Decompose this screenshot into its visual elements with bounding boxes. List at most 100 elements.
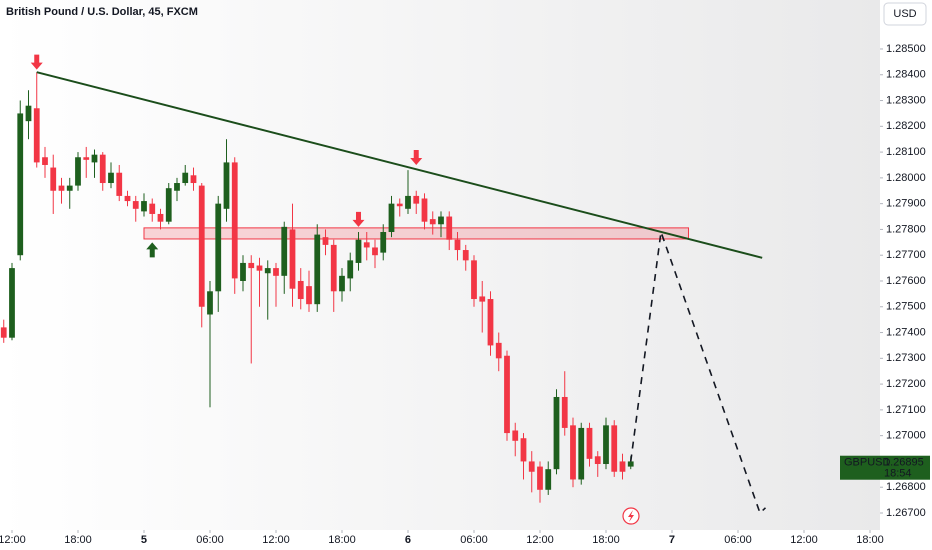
candle-body [594,456,601,465]
plot-background [0,0,880,530]
candle-body [116,172,123,196]
candle-body [619,461,626,472]
x-tick-label: 12:00 [262,534,290,546]
x-tick-label: 6 [405,534,411,546]
candle-body [545,469,552,490]
down-arrow [410,149,423,165]
candle-body [339,275,345,292]
y-tick-label: 1.28100 [886,146,926,158]
candle-body [471,260,477,300]
candle-body [429,219,436,225]
candle-body [223,162,230,209]
candle-body [66,185,73,191]
candle-body [174,183,180,191]
candle-body [347,260,354,279]
y-tick-label: 1.27100 [886,404,926,416]
x-tick-label: 18:00 [856,534,884,546]
candle-body [50,167,57,191]
candle-body [256,265,263,271]
candle-body [42,157,48,165]
candle-body [504,355,510,434]
up-arrow [146,242,159,258]
y-tick-label: 1.28200 [886,120,926,132]
y-tick-label: 1.27800 [886,223,926,235]
candle-body [396,203,403,207]
y-tick-label: 1.28000 [886,172,926,184]
candle-body [306,286,312,305]
y-tick-label: 1.28400 [886,69,926,81]
x-tick-label: 12:00 [526,534,554,546]
candle-body [479,296,486,302]
price-label-price: 1.26895 [884,457,924,469]
chart-title: British Pound / U.S. Dollar, 45, FXCM [6,6,198,18]
candle-body [495,342,502,359]
candle-body [388,203,395,233]
candle-body [611,425,618,472]
candle-body [124,195,131,202]
x-tick-label: 18:00 [592,534,620,546]
candle-body [487,299,494,346]
candle-body [240,262,246,281]
candle-body [570,425,576,480]
candle-body [578,427,585,480]
y-tick-label: 1.26700 [886,507,926,519]
candle-body [322,237,329,245]
candle-body [165,188,172,222]
x-tick-label: 7 [669,534,675,546]
x-tick-label: 06:00 [196,534,224,546]
x-tick-label: 06:00 [724,534,752,546]
currency-button[interactable] [883,2,927,26]
candle-body [314,234,321,305]
candle-body [553,396,560,470]
time-axis [0,530,880,550]
candle-body [75,157,81,186]
currency-label: USD [893,8,916,20]
candle-body [405,195,411,209]
candle-body [157,213,164,222]
candle-body [25,105,32,122]
trendline [36,71,763,259]
candle-body [380,232,387,253]
candle-body [421,198,428,222]
x-tick-label: 5 [141,534,147,546]
candle-body [83,157,90,160]
y-tick-label: 1.27300 [886,352,926,364]
y-tick-label: 1.27500 [886,301,926,313]
candle-body [33,108,40,163]
candle-body [207,291,213,315]
candle-body [9,268,15,338]
candle-body [182,172,189,184]
marks [0,54,767,515]
price-label-symbol: GBPUSD [844,457,891,469]
candle-body [91,154,98,163]
candle-body [190,175,197,184]
candle-body [198,185,205,307]
candle-body [561,396,568,428]
zone [143,227,689,240]
x-tick-label: 06:00 [460,534,488,546]
candle-body [289,229,296,289]
candle-body [438,216,444,225]
candle-body [58,185,65,191]
y-tick-label: 1.27200 [886,378,926,390]
candle-body [537,466,543,490]
candle-body [413,195,420,204]
candle-body [248,262,255,269]
candle-body [17,113,24,256]
candle-body [586,427,593,459]
candle-body [132,201,139,209]
candle-body [603,425,609,465]
candle-body [355,239,362,263]
candle-body [520,438,527,462]
candle-body [281,226,288,276]
down-arrow [30,54,43,70]
y-tick-label: 1.28300 [886,94,926,106]
x-tick-label: 18:00 [64,534,92,546]
projection [629,231,767,515]
y-tick-label: 1.27400 [886,326,926,338]
y-tick-label: 1.27900 [886,198,926,210]
price-label-box [840,455,930,480]
candle-body [297,280,304,300]
price-label-countdown: 18:54 [884,468,912,480]
